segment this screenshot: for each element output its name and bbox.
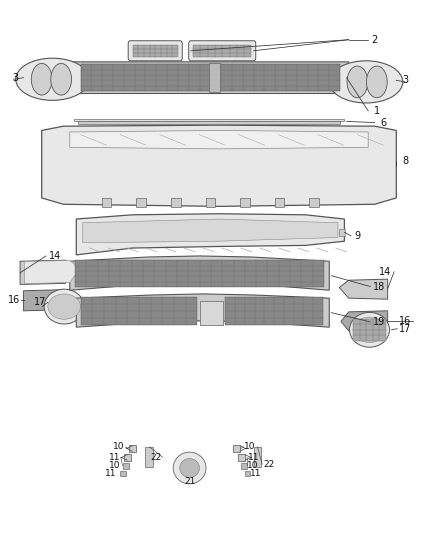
Polygon shape [70, 256, 329, 290]
Bar [339, 229, 345, 236]
Polygon shape [339, 279, 388, 299]
Bar [133, 45, 178, 56]
Bar [309, 198, 319, 207]
Text: 22: 22 [263, 460, 274, 469]
Text: 10: 10 [247, 462, 258, 471]
Bar [241, 463, 247, 469]
Text: 22: 22 [151, 453, 162, 462]
Polygon shape [20, 260, 75, 285]
Ellipse shape [329, 61, 403, 103]
Polygon shape [341, 311, 388, 332]
Bar [81, 296, 198, 325]
Bar [81, 64, 340, 91]
Bar [193, 45, 251, 56]
Polygon shape [25, 261, 80, 284]
Text: 21: 21 [184, 477, 195, 486]
Bar [78, 122, 340, 124]
Text: 10: 10 [244, 442, 256, 451]
Bar [75, 260, 324, 287]
Bar [124, 454, 131, 461]
Text: 10: 10 [113, 442, 124, 451]
Bar [200, 301, 223, 325]
Polygon shape [83, 219, 338, 243]
Bar [240, 198, 250, 207]
Ellipse shape [367, 66, 387, 98]
Text: 16: 16 [7, 295, 20, 305]
Bar [209, 63, 220, 92]
Bar [171, 198, 180, 207]
Ellipse shape [347, 66, 368, 98]
Text: 11: 11 [105, 469, 117, 478]
Bar [74, 119, 344, 122]
Bar [244, 471, 250, 476]
Text: 11: 11 [250, 469, 261, 478]
Bar [124, 463, 129, 469]
Bar [102, 198, 111, 207]
Text: 11: 11 [109, 453, 120, 462]
Bar [254, 447, 261, 467]
Polygon shape [76, 214, 344, 255]
Bar [238, 454, 245, 461]
Text: 1: 1 [374, 106, 380, 116]
Polygon shape [76, 294, 329, 327]
Text: 10: 10 [109, 462, 120, 471]
Bar [145, 447, 153, 467]
Ellipse shape [48, 294, 81, 319]
Text: 14: 14 [49, 251, 61, 261]
Bar [129, 445, 136, 451]
Bar [226, 296, 323, 325]
Ellipse shape [51, 63, 71, 95]
Ellipse shape [180, 458, 199, 478]
Text: 3: 3 [402, 75, 408, 85]
FancyBboxPatch shape [128, 41, 182, 61]
Text: 3: 3 [12, 72, 18, 83]
Text: 17: 17 [399, 324, 411, 334]
Bar [136, 198, 146, 207]
Ellipse shape [32, 63, 52, 95]
Bar [353, 319, 386, 341]
Ellipse shape [350, 312, 389, 347]
Text: 18: 18 [373, 281, 385, 292]
Text: 6: 6 [380, 117, 386, 127]
Text: 16: 16 [399, 317, 411, 326]
Text: 8: 8 [402, 156, 408, 166]
Ellipse shape [16, 58, 89, 100]
Text: 14: 14 [379, 267, 392, 277]
Ellipse shape [44, 289, 84, 324]
Text: 2: 2 [371, 35, 378, 45]
Polygon shape [42, 125, 396, 206]
Text: 11: 11 [248, 453, 259, 462]
Bar [275, 198, 284, 207]
Bar [120, 471, 126, 476]
Ellipse shape [173, 452, 206, 484]
FancyBboxPatch shape [189, 41, 256, 61]
Bar [205, 198, 215, 207]
Text: 9: 9 [354, 231, 360, 241]
Bar [233, 445, 240, 451]
Ellipse shape [353, 317, 386, 342]
Text: 17: 17 [34, 297, 46, 308]
Polygon shape [24, 290, 70, 311]
Text: 19: 19 [373, 317, 385, 327]
Polygon shape [70, 131, 368, 149]
Polygon shape [72, 62, 349, 93]
